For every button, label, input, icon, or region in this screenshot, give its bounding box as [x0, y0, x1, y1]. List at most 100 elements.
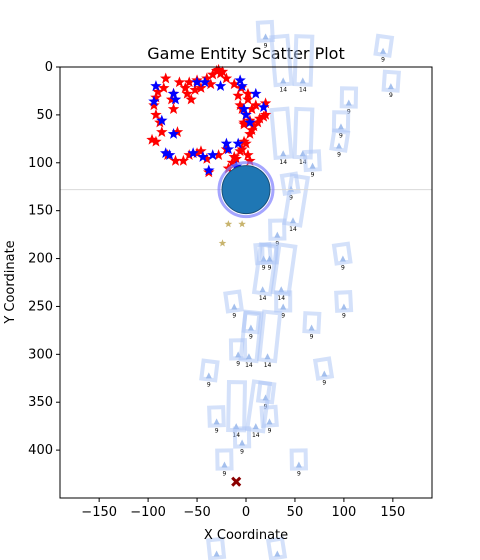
cross-marker: [231, 476, 242, 487]
ghost-label: 9: [337, 152, 341, 159]
blue-star-point: [203, 164, 215, 176]
blue-star-point: [207, 149, 219, 160]
red-star-point: [232, 89, 244, 101]
ghost-frame: [269, 33, 294, 88]
ghost-frame: [207, 405, 226, 428]
ghost-label: 9: [341, 265, 345, 272]
y-axis-title: Y Coordinate: [3, 240, 18, 324]
ghost-frame: [245, 379, 273, 434]
ghost-frame: [206, 536, 227, 560]
red-star-point: [242, 149, 254, 160]
gold-star-point: [218, 239, 227, 247]
ghost-label: 14: [264, 362, 272, 369]
ghost-frame: [292, 34, 315, 87]
player-ring: [217, 161, 275, 219]
blue-star-point: [220, 137, 233, 149]
red-star-point: [234, 145, 246, 157]
red-star-point: [167, 103, 180, 114]
ghost-label: 9: [264, 42, 268, 49]
ghost-marker: [280, 303, 287, 310]
plot-frame: [59, 66, 433, 499]
blue-star-point: [244, 116, 256, 128]
ghost-frame: [279, 171, 301, 196]
ghost-frame: [228, 338, 248, 361]
ghost-frame: [199, 358, 220, 383]
ghost-marker: [205, 372, 212, 379]
ghost-frame: [312, 356, 335, 381]
ghost-frame: [215, 448, 234, 471]
ghost-marker: [266, 255, 273, 262]
ghost-label: 9: [236, 360, 240, 367]
red-star-point: [234, 99, 246, 111]
ghost-label: 9: [249, 334, 253, 341]
ghost-marker: [266, 418, 273, 425]
ghost-label: 14: [279, 86, 287, 93]
red-star-point: [242, 93, 254, 105]
ghost-marker: [231, 303, 238, 310]
red-star-point: [189, 83, 201, 95]
ghost-marker: [280, 150, 287, 157]
x-tick-label: 50: [287, 505, 304, 520]
red-star-point: [207, 68, 219, 80]
blue-star-point: [238, 103, 250, 114]
red-star-point: [244, 154, 256, 166]
axes: −150 −100 −50 0 50 100 150 0 50 100 150 200 250 300 35…: [28, 60, 405, 520]
ghost-marker: [213, 418, 220, 425]
red-star-point: [248, 120, 260, 132]
red-star-point: [177, 154, 190, 166]
ghost-frame: [331, 241, 353, 266]
ghost-marker: [239, 439, 246, 446]
y-tick-label: 50: [36, 108, 53, 123]
red-star-point: [228, 151, 240, 162]
red-star-point: [216, 65, 229, 77]
x-tick-label: 100: [331, 505, 356, 520]
ghost-frame: [256, 309, 283, 364]
blue-star-point: [199, 76, 211, 88]
ghost-label: 9: [240, 448, 244, 455]
ghost-marker: [274, 231, 281, 238]
red-star-point: [150, 135, 162, 147]
ghost-marker: [280, 77, 287, 84]
ghost-frame: [238, 309, 264, 364]
blue-star-point: [240, 108, 252, 120]
red-star-point: [150, 91, 162, 103]
ghost-label: 9: [232, 312, 236, 319]
ghost-label: 14: [279, 159, 287, 166]
red-star-point: [160, 72, 172, 84]
y-tick-label: 0: [45, 60, 53, 75]
ghost-frame: [265, 536, 288, 560]
gold-star-point: [238, 220, 246, 228]
blue-star-point: [169, 93, 182, 105]
y-tick-label: 400: [28, 443, 53, 458]
blue-star-point: [163, 149, 176, 160]
y-tick-label: 100: [28, 156, 53, 171]
red-star-point: [242, 87, 254, 99]
y-tick-label: 350: [28, 395, 53, 410]
ghost-label: 9: [281, 312, 285, 319]
ghost-frame: [269, 106, 294, 161]
blue-star-point: [234, 74, 246, 86]
ghost-marker: [295, 461, 302, 468]
ghost-marker: [387, 83, 394, 90]
ghost-frame: [292, 106, 315, 160]
red-star-point: [185, 93, 197, 105]
ghost-label: 9: [339, 132, 343, 139]
red-star-point: [259, 97, 272, 109]
red-star-point: [220, 72, 233, 84]
red-star-point: [201, 152, 213, 164]
red-star-point: [201, 72, 213, 84]
ghost-label: 9: [262, 265, 266, 272]
red-star-point: [179, 82, 192, 93]
blue-star-point: [197, 151, 209, 162]
ghost-label: 9: [381, 57, 385, 64]
y-tick-label: 250: [28, 299, 53, 314]
ghost-frame: [334, 289, 354, 313]
ghost-marker: [340, 303, 347, 310]
x-tick-label: 150: [380, 505, 405, 520]
red-star-point: [228, 78, 240, 90]
red-star-point: [212, 149, 225, 160]
red-star-point: [169, 154, 182, 166]
x-tick-label: −50: [183, 505, 210, 520]
red-star-point: [148, 99, 160, 111]
ghost-marker: [221, 461, 228, 468]
